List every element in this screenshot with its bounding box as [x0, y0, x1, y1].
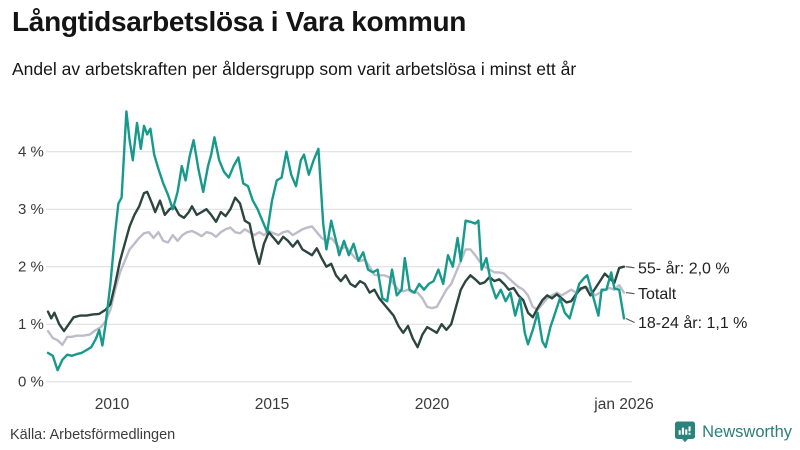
x-tick-label-2015: 2015: [255, 396, 289, 413]
end-label-totalt: Totalt: [638, 286, 677, 303]
end-label-connector-18-24-ar: [625, 317, 635, 323]
y-tick-label-2: 2 %: [18, 259, 44, 276]
y-tick-label-0: 0 %: [18, 374, 44, 391]
chart-title: Långtidsarbetslösa i Vara kommun: [12, 6, 467, 37]
newsworthy-logo-icon: [675, 421, 696, 443]
x-tick-label-2020: 2020: [415, 396, 450, 413]
chart-subtitle: Andel av arbetskraften per åldersgrupp s…: [12, 59, 577, 79]
end-label-18-24-ar: 18-24 år: 1,1 %: [638, 314, 747, 332]
y-tick-label-1: 1 %: [18, 316, 44, 333]
series-line-18-24-ar: [46, 110, 626, 372]
source-attribution: Källa: Arbetsförmedlingen: [10, 427, 176, 443]
series-line-55-ar: [46, 190, 626, 349]
y-tick-label-3: 3 %: [18, 201, 44, 218]
brand-name: Newsworthy: [702, 422, 792, 441]
x-tick-label-2026: jan 2026: [593, 396, 653, 413]
end-label-connector-totalt: [625, 292, 635, 295]
brand: Newsworthy: [674, 421, 792, 443]
y-tick-label-4: 4 %: [18, 144, 44, 161]
end-label-55-ar: 55- år: 2,0 %: [638, 259, 730, 277]
end-label-connector-55-ar: [625, 266, 635, 269]
x-tick-label-2010: 2010: [95, 396, 130, 413]
